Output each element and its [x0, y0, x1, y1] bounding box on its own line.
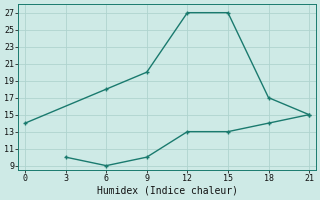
X-axis label: Humidex (Indice chaleur): Humidex (Indice chaleur) — [97, 186, 237, 196]
